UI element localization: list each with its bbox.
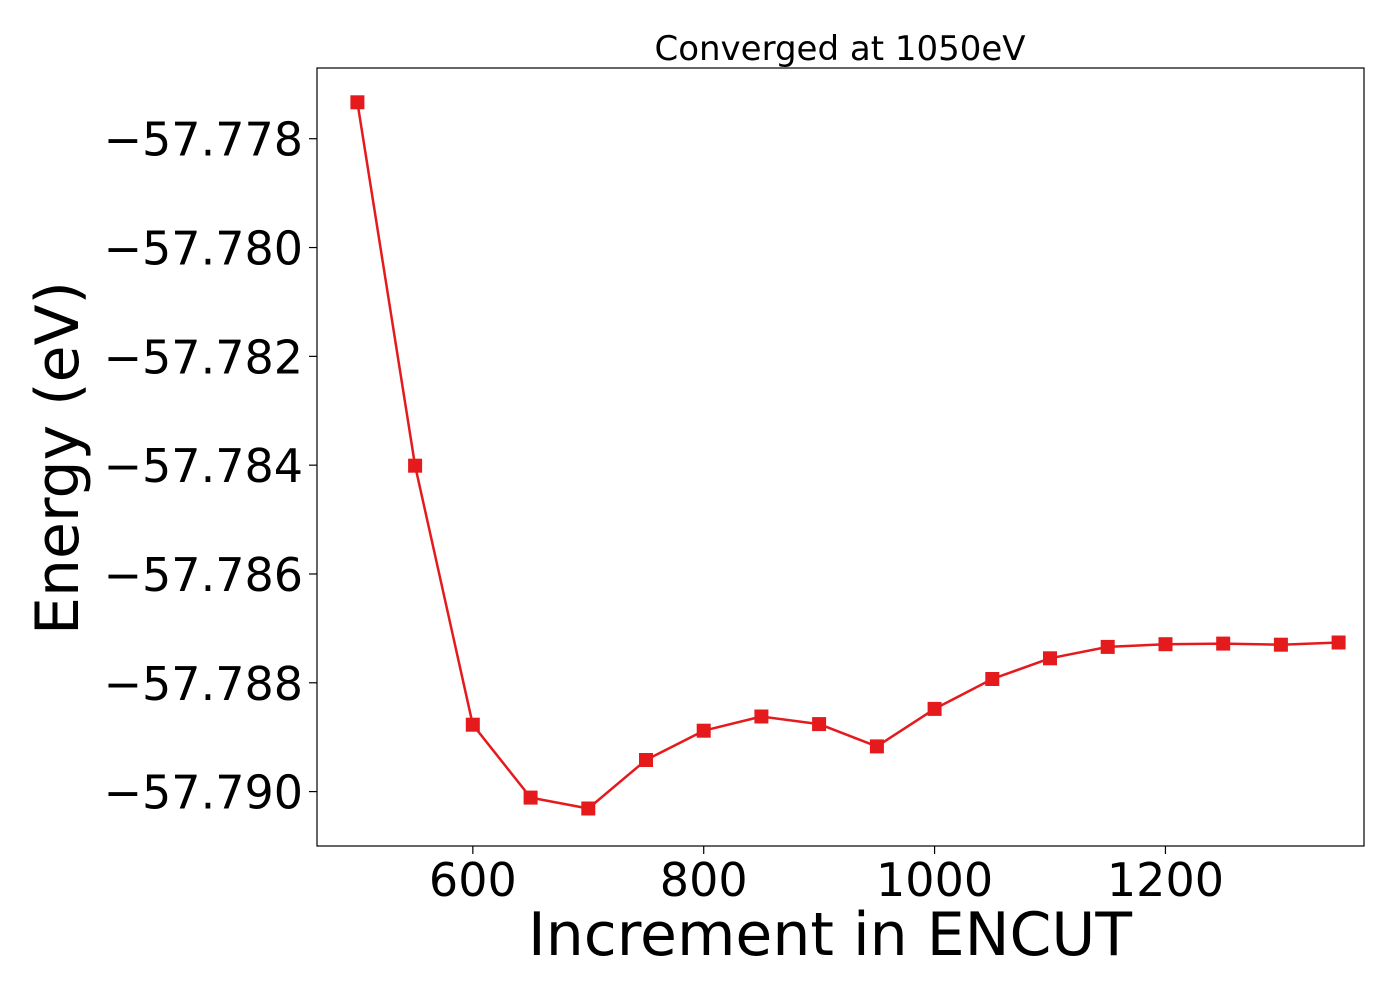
y-tick-label: −57.778 xyxy=(104,113,304,167)
x-axis: 600 800 1000 1200 xyxy=(429,846,1224,907)
x-tick-label: 1000 xyxy=(876,853,993,907)
data-point-marker xyxy=(985,672,1000,686)
y-tick-label: −57.784 xyxy=(104,439,304,493)
data-point-marker xyxy=(1273,637,1288,652)
data-point-marker xyxy=(639,753,653,767)
y-axis-label: Energy (eV) xyxy=(23,281,93,635)
x-axis-label: Increment in ENCUT xyxy=(528,900,1132,970)
y-axis: −57.778 −57.780 −57.782 −57.784 −57.786 −57.7… xyxy=(104,113,317,820)
data-point-marker xyxy=(1158,637,1173,652)
y-tick-label: −57.788 xyxy=(104,657,304,711)
data-point-marker xyxy=(869,739,884,754)
x-tick-label: 600 xyxy=(429,853,517,907)
data-point-marker xyxy=(927,701,942,716)
data-point-marker xyxy=(1100,639,1115,654)
data-point-marker xyxy=(812,717,827,732)
data-point-marker xyxy=(1331,635,1346,650)
series-line xyxy=(356,102,1339,810)
data-point-marker xyxy=(408,458,423,473)
data-point-marker xyxy=(754,709,769,724)
x-tick-label: 800 xyxy=(660,853,748,907)
data-point-marker xyxy=(523,790,538,805)
data-point-marker xyxy=(581,801,596,816)
data-point-marker xyxy=(465,717,480,732)
y-tick-label: −57.786 xyxy=(104,548,304,602)
data-point-marker xyxy=(1216,636,1231,651)
data-point-marker xyxy=(696,723,711,738)
chart-title: Converged at 1050eV xyxy=(654,29,1025,69)
y-tick-label: −57.780 xyxy=(104,222,304,276)
plot-frame xyxy=(316,67,1365,847)
plot-area xyxy=(350,95,1346,816)
y-tick-label: −57.790 xyxy=(104,766,304,820)
y-tick-label: −57.782 xyxy=(104,330,304,384)
x-tick-label: 1200 xyxy=(1107,853,1224,907)
data-point-marker xyxy=(350,95,365,110)
data-point-marker xyxy=(1043,651,1057,666)
